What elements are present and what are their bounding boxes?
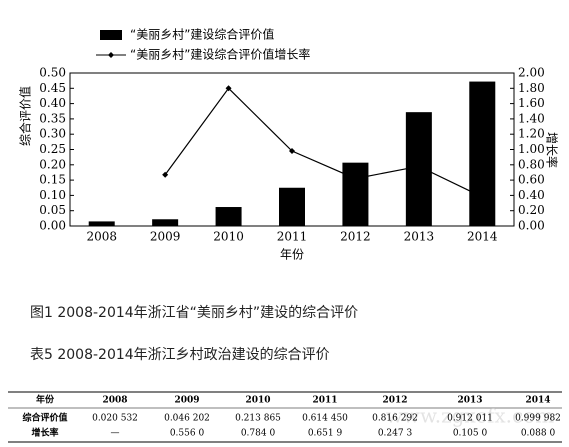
y2-axis-label: 增长率 bbox=[545, 132, 560, 168]
table-cell: 增长率 bbox=[31, 427, 58, 439]
x-tick-label: 2013 bbox=[404, 230, 435, 244]
table-cell: 0.784 0 bbox=[241, 429, 276, 439]
table-header: 2008 bbox=[102, 396, 127, 406]
y-tick-label: 0.45 bbox=[39, 81, 66, 95]
bar bbox=[152, 219, 179, 226]
y2-tick-label: 0.40 bbox=[518, 188, 545, 202]
y-tick-label: 0.15 bbox=[39, 173, 66, 187]
line-marker bbox=[415, 163, 422, 170]
table-cell: 0.105 0 bbox=[453, 429, 488, 439]
x-tick-label: 2012 bbox=[340, 230, 371, 244]
line-marker bbox=[479, 193, 486, 200]
table-header: 2009 bbox=[174, 396, 199, 406]
table-cell: 0.816 292 bbox=[372, 414, 418, 424]
table-cell: 0.088 0 bbox=[521, 429, 556, 439]
y-tick-label: 0.30 bbox=[39, 127, 66, 141]
line-marker bbox=[162, 171, 169, 178]
y-axis-label: 综合评价值 bbox=[18, 86, 33, 146]
legend-swatch bbox=[100, 30, 122, 40]
x-axis-label: 年份 bbox=[280, 248, 304, 262]
table-cell: 0.247 3 bbox=[378, 429, 413, 439]
y2-tick-label: 1.80 bbox=[518, 81, 545, 95]
line-marker bbox=[289, 148, 295, 155]
table-cell: 0.556 0 bbox=[170, 429, 205, 439]
table-cell: 综合评价值 bbox=[22, 412, 67, 424]
y-tick-label: 0.00 bbox=[39, 219, 66, 233]
y2-tick-label: 0.80 bbox=[518, 157, 545, 171]
bar bbox=[279, 187, 305, 226]
legend-label: “美丽乡村”建设综合评价值 bbox=[130, 27, 274, 42]
table-header: 2011 bbox=[312, 396, 337, 406]
y-tick-label: 0.40 bbox=[39, 96, 66, 110]
y2-tick-label: 0.00 bbox=[518, 219, 545, 233]
y2-tick-label: 1.40 bbox=[518, 111, 545, 125]
table-cell: 0.912 011 bbox=[447, 414, 493, 424]
table-cell: 0.020 532 bbox=[92, 414, 138, 424]
table-header: 2012 bbox=[382, 396, 407, 406]
table-cell: 0.614 450 bbox=[302, 414, 348, 424]
line-marker bbox=[352, 175, 359, 182]
figure-caption: 图1 2008-2014年浙江省“美丽乡村”建设的综合评价 bbox=[30, 305, 358, 321]
watermark: www.zgxcfx.com bbox=[386, 404, 554, 428]
x-tick-label: 2011 bbox=[277, 230, 308, 244]
x-tick-label: 2009 bbox=[150, 230, 181, 244]
table-cell: 0.999 982 bbox=[515, 414, 561, 424]
y-tick-label: 0.25 bbox=[39, 142, 66, 156]
table-cell: — bbox=[111, 429, 120, 439]
table-cell: 0.651 9 bbox=[308, 429, 343, 439]
y-tick-label: 0.05 bbox=[39, 203, 66, 217]
line bbox=[164, 87, 483, 198]
bar bbox=[342, 162, 369, 226]
y2-tick-label: 1.20 bbox=[518, 127, 545, 141]
line-marker bbox=[225, 85, 232, 92]
y2-tick-label: 0.20 bbox=[518, 203, 545, 217]
y-tick-label: 0.10 bbox=[39, 188, 66, 202]
bar bbox=[215, 207, 242, 226]
y2-tick-label: 2.00 bbox=[518, 66, 545, 80]
table-header: 2013 bbox=[457, 396, 482, 406]
legend-label: “美丽乡村”建设综合评价值增长率 bbox=[130, 47, 310, 62]
y-tick-label: 0.50 bbox=[39, 66, 66, 80]
bar bbox=[469, 81, 496, 227]
x-tick-label: 2014 bbox=[467, 230, 498, 244]
y2-tick-label: 1.60 bbox=[518, 96, 545, 110]
table-header: 2014 bbox=[525, 396, 550, 406]
y2-tick-label: 0.60 bbox=[518, 173, 545, 187]
legend-marker bbox=[108, 52, 114, 58]
y-tick-label: 0.20 bbox=[39, 157, 66, 171]
table-cell: 0.046 202 bbox=[164, 414, 210, 424]
x-tick-label: 2010 bbox=[213, 230, 244, 244]
x-tick-label: 2008 bbox=[86, 230, 117, 244]
table-caption: 表5 2008-2014年浙江乡村政治建设的综合评价 bbox=[30, 347, 330, 363]
table-header: 2010 bbox=[245, 396, 270, 406]
table-cell: 0.213 865 bbox=[235, 414, 281, 424]
y2-tick-label: 1.00 bbox=[518, 142, 545, 156]
table-header: 年份 bbox=[36, 394, 55, 406]
bar bbox=[88, 221, 115, 226]
y-tick-label: 0.35 bbox=[39, 111, 66, 125]
